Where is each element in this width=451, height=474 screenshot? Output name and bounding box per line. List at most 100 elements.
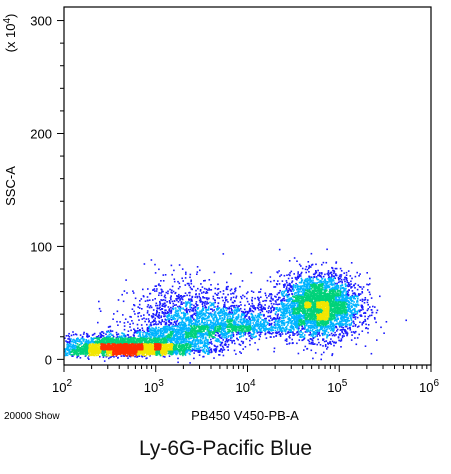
event-dot (140, 324, 143, 326)
event-dot (311, 326, 313, 329)
event-dot (344, 285, 347, 288)
event-dot (206, 350, 209, 353)
event-dot (208, 331, 210, 334)
event-dot (335, 261, 338, 263)
event-dot (279, 334, 282, 336)
event-dot (272, 299, 274, 301)
event-dot (177, 309, 179, 312)
event-dot (206, 298, 209, 301)
event-dot (350, 339, 353, 341)
event-dot (246, 300, 249, 303)
event-dot (188, 298, 190, 301)
event-dot (308, 334, 310, 336)
event-dot (302, 332, 304, 334)
event-dot (170, 295, 172, 298)
event-dot (210, 331, 212, 333)
event-dot (226, 346, 229, 348)
event-dot (236, 333, 238, 336)
event-dot (228, 329, 230, 331)
event-dot (332, 329, 335, 332)
event-dot (199, 269, 201, 272)
event-dot (292, 301, 294, 303)
event-dot (298, 314, 301, 316)
event-dot (260, 306, 262, 309)
event-dot (195, 302, 197, 305)
event-dot (205, 323, 208, 326)
event-dot (220, 324, 222, 326)
event-dot (279, 309, 282, 311)
event-dot (297, 295, 299, 297)
event-dot (334, 290, 337, 293)
event-dot (280, 311, 283, 313)
event-dot (297, 292, 300, 295)
event-dot (327, 326, 330, 329)
event-dot (221, 329, 223, 332)
event-dot (292, 300, 294, 302)
event-dot (364, 320, 367, 322)
event-dot (346, 333, 349, 336)
event-dot (233, 306, 235, 309)
event-dot (187, 316, 190, 318)
event-dot (308, 325, 311, 327)
event-dot (132, 290, 134, 292)
event-dot (160, 329, 162, 331)
event-dot (285, 293, 288, 295)
event-dot (295, 318, 298, 320)
event-dot (292, 342, 294, 344)
event-dot (157, 332, 159, 334)
event-dot (246, 318, 248, 321)
event-dot (282, 295, 284, 297)
event-dot (265, 317, 267, 320)
event-dot (170, 322, 173, 324)
event-dot (220, 309, 223, 312)
event-dot (159, 300, 161, 303)
event-dot (192, 343, 194, 345)
event-dot (160, 294, 163, 297)
event-dot (257, 323, 259, 326)
event-dot (201, 334, 204, 336)
event-dot (347, 317, 350, 320)
event-dot (243, 314, 245, 317)
event-dot (329, 283, 331, 286)
event-dot (202, 318, 205, 320)
event-dot (176, 315, 178, 318)
event-dot (261, 309, 263, 312)
event-dot (312, 279, 314, 281)
event-dot (345, 274, 348, 276)
event-dot (184, 314, 187, 316)
event-dot (179, 298, 181, 300)
event-dot (367, 284, 370, 286)
event-dot (277, 280, 279, 282)
event-dot (268, 328, 271, 331)
event-dot (76, 356, 78, 359)
event-dot (146, 296, 149, 298)
event-dot (296, 286, 299, 288)
event-dot (210, 338, 212, 341)
event-dot (316, 330, 318, 333)
event-dot (196, 343, 198, 345)
event-dot (354, 318, 357, 320)
event-dot (246, 312, 249, 314)
event-dot (287, 291, 289, 293)
event-dot (298, 316, 301, 318)
event-dot (204, 342, 207, 344)
event-dot (211, 336, 213, 338)
event-dot (259, 317, 262, 319)
event-dot (272, 329, 274, 331)
event-dot (221, 296, 223, 299)
event-dot (238, 305, 240, 307)
event-dot (338, 314, 340, 316)
event-dot (373, 317, 376, 319)
event-dot (344, 300, 347, 303)
event-dot (363, 312, 365, 314)
event-dot (208, 289, 211, 291)
event-dot (248, 310, 250, 313)
event-dot (65, 335, 68, 337)
event-dot (163, 331, 165, 334)
event-dot (303, 328, 306, 330)
event-dot (314, 321, 316, 324)
event-dot (362, 306, 364, 308)
event-dot (189, 301, 192, 303)
event-dot (164, 322, 167, 325)
event-dot (233, 340, 235, 342)
